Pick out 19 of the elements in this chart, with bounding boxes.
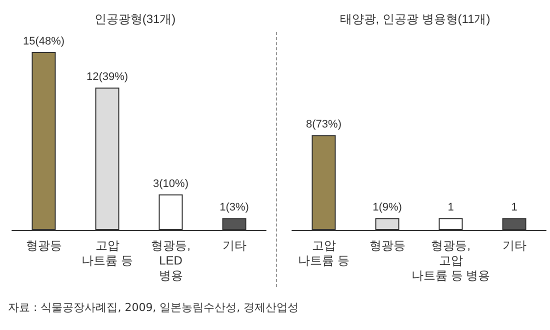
- data-label: 1: [511, 202, 518, 214]
- x-tick-label: 기타: [502, 238, 526, 252]
- chart-title: 인공광형(31개): [94, 12, 176, 26]
- chart-title: 태양광, 인공광 병용형(11개): [340, 12, 490, 26]
- data-label: 1: [448, 202, 454, 214]
- data-label: 1(9%): [372, 202, 402, 214]
- data-label: 8(73%): [306, 118, 342, 131]
- data-label: 12(39%): [86, 71, 128, 84]
- data-label: 15(48%): [22, 36, 65, 48]
- x-tick-label: 고압 나트륨 등: [298, 238, 350, 268]
- data-label: 3(10%): [153, 178, 188, 190]
- x-tick-label: 형광등: [369, 238, 406, 252]
- x-tick-label: 기타: [222, 238, 246, 252]
- x-tick-label: 형광등, 고압 나트륨 등 병용: [411, 238, 490, 282]
- text: 자료 : 식물공장사례집, 2009, 일본농림수산성, 경제산업성: [8, 300, 299, 315]
- x-tick-label: 형광등, LED 병용: [151, 238, 190, 282]
- data-label: 1(3%): [220, 202, 249, 214]
- x-tick-label: 형광등: [26, 238, 62, 252]
- x-tick-label: 고압 나트륨 등: [82, 238, 133, 268]
